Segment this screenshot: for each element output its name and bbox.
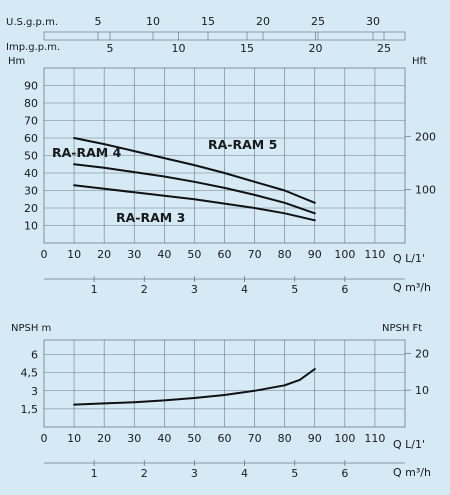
head-m3h-tick-label: 3	[191, 283, 198, 296]
npsh-y-tick-label: 6	[31, 349, 38, 362]
head-x-tick-label: 10	[67, 248, 81, 261]
npsh-m3h-tick-label: 6	[341, 467, 348, 480]
npsh-axis-label: NPSH m	[11, 323, 51, 334]
npsh-x-tick-label: 20	[97, 432, 111, 445]
npsh-m3h-tick-label: 1	[91, 467, 98, 480]
usgpm-tick-label: 10	[146, 15, 160, 28]
head-y-tick-label: 60	[24, 132, 38, 145]
head-y-tick-label: 80	[24, 97, 38, 110]
head-y-tick-label: 30	[24, 185, 38, 198]
head-series-line-2	[73, 184, 316, 222]
impgpm-tick-label: 5	[107, 42, 114, 55]
npsh-m3h-tick-label: 3	[191, 467, 198, 480]
impgpm-tick-label: 25	[377, 42, 391, 55]
flow-unit-header: U.S.g.p.m. Imp.g.p.m. 5 10 15 20 25 30 5 10 15 20…	[6, 15, 406, 55]
head-x-tick-label: 40	[157, 248, 171, 261]
head-y-tick-label: 90	[24, 80, 38, 93]
usgpm-label: U.S.g.p.m.	[6, 17, 58, 28]
npsh-x-tick-label: 60	[218, 432, 232, 445]
flow-axis-label: Q L/1'	[393, 252, 425, 265]
head-m3h-tick-label: 2	[141, 283, 148, 296]
series-label-ra-ram-4: RA-RAM 4	[52, 145, 122, 160]
head-x-tick-label: 20	[97, 248, 111, 261]
head-y-tick-label: 40	[24, 167, 38, 180]
npsh-m3h-tick-label: 4	[241, 467, 248, 480]
head-x-tick-label: 60	[218, 248, 232, 261]
npsh-x-tick-label: 70	[248, 432, 262, 445]
npsh-x-tick-label: 110	[364, 432, 385, 445]
npsh-y-tick-label: 1,5	[21, 403, 39, 416]
head-axis-label-right: Hft	[412, 56, 427, 67]
head-m3h-tick-label: 4	[241, 283, 248, 296]
head-y-tick-label: 70	[24, 115, 38, 128]
flow-m3h-axis-label: Q m³/h	[393, 281, 431, 294]
npsh-right-tick-label: 10	[415, 384, 429, 397]
head-series-line-1	[73, 163, 316, 215]
head-y-tick-label: 20	[24, 202, 38, 215]
head-chart: 0 10 20 30 40 50 60 70 80 90 100 110 10 20 30 40 50 60 70 8…	[24, 67, 436, 296]
usgpm-tick-label: 20	[256, 15, 270, 28]
npsh-m3h-tick-label: 2	[141, 467, 148, 480]
head-x-tick-label: 30	[127, 248, 141, 261]
npsh-x-tick-label: 50	[187, 432, 201, 445]
head-x-tick-label: 90	[308, 248, 322, 261]
head-x-tick-label: 80	[278, 248, 292, 261]
head-axis-label: Hm	[8, 56, 25, 67]
series-label-ra-ram-3: RA-RAM 3	[116, 210, 185, 225]
npsh-x-tick-label: 90	[308, 432, 322, 445]
head-x-tick-label: 100	[334, 248, 355, 261]
impgpm-label: Imp.g.p.m.	[6, 42, 60, 53]
npsh-chart: 0 10 20 30 40 50 60 70 80 90 100 110 1,5 3 4,5 6 10 20 1 2 3…	[21, 339, 429, 480]
npsh-x-tick-label: 0	[41, 432, 48, 445]
head-right-tick-label: 200	[415, 130, 436, 143]
usgpm-tick-label: 5	[95, 15, 102, 28]
npsh-y-tick-label: 4,5	[21, 367, 39, 380]
npsh-flow-m3h-axis-label: Q m³/h	[393, 466, 431, 479]
usgpm-tick-label: 15	[201, 15, 215, 28]
series-label-ra-ram-5: RA-RAM 5	[208, 137, 277, 152]
npsh-x-tick-label: 30	[127, 432, 141, 445]
npsh-right-tick-label: 20	[415, 347, 429, 360]
head-m3h-tick-label: 1	[91, 283, 98, 296]
impgpm-tick-label: 10	[172, 42, 186, 55]
head-m3h-tick-label: 5	[291, 283, 298, 296]
npsh-x-tick-label: 80	[278, 432, 292, 445]
head-y-tick-label: 10	[24, 220, 38, 233]
npsh-x-tick-label: 10	[67, 432, 81, 445]
impgpm-tick-label: 15	[240, 42, 254, 55]
npsh-y-tick-label: 3	[31, 385, 38, 398]
head-series-line-0	[73, 137, 316, 204]
npsh-x-tick-label: 40	[157, 432, 171, 445]
usgpm-scale-frame	[43, 31, 406, 41]
head-m3h-tick-label: 6	[341, 283, 348, 296]
head-right-tick-label: 100	[415, 184, 436, 197]
head-x-tick-label: 50	[187, 248, 201, 261]
head-x-tick-label: 110	[364, 248, 385, 261]
npsh-x-tick-label: 100	[334, 432, 355, 445]
head-y-tick-label: 50	[24, 150, 38, 163]
npsh-flow-axis-label: Q L/1'	[393, 438, 425, 451]
npsh-axis-label-right: NPSH Ft	[382, 323, 422, 334]
usgpm-tick-label: 30	[366, 15, 380, 28]
head-x-tick-label: 70	[248, 248, 262, 261]
npsh-series-line-0	[73, 368, 316, 406]
impgpm-tick-label: 20	[309, 42, 323, 55]
usgpm-tick-label: 25	[311, 15, 325, 28]
npsh-m3h-tick-label: 5	[291, 467, 298, 480]
head-x-tick-label: 0	[41, 248, 48, 261]
